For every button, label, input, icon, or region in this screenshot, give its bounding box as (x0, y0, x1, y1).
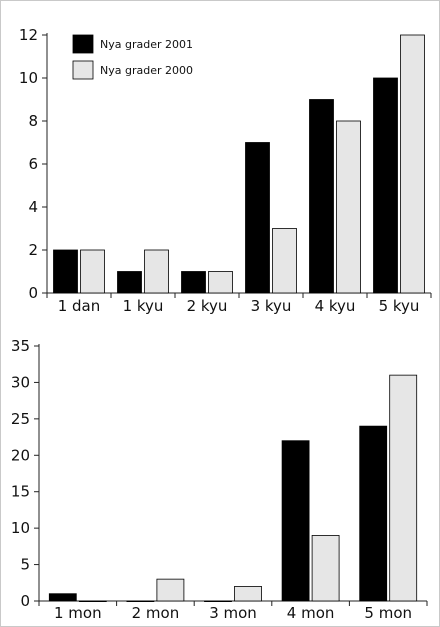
chart1-x-tick-label: 2 kyu (187, 297, 228, 315)
chart2-bar-series-a (281, 440, 310, 602)
chart2-y-tick-label: 10 (11, 519, 30, 537)
chart2-bar-series-b (156, 578, 185, 602)
chart2-bar-series-a (126, 600, 155, 603)
chart2-x-tick-label: 5 mon (364, 604, 412, 622)
chart1-legend-label: Nya grader 2001 (100, 38, 193, 51)
chart2-x-tick-label: 4 mon (287, 604, 335, 622)
chart2-bar-series-a (48, 593, 77, 602)
chart1-y-tick-label: 2 (28, 241, 38, 259)
chart1-y-tick-label: 4 (28, 198, 38, 216)
chart1-legend-label: Nya grader 2000 (100, 64, 193, 77)
chart1-x-tick-label: 1 dan (58, 297, 101, 315)
chart2-y-tick-label: 0 (20, 592, 30, 610)
chart1-bar-series-a (245, 142, 270, 294)
chart2-bar-series-b (311, 535, 340, 602)
chart2-y-tick-label: 35 (11, 337, 30, 355)
chart1-bar-series-a (181, 271, 206, 294)
chart1-x-tick-label: 4 kyu (315, 297, 356, 315)
chart1-legend-swatch-series-a (72, 34, 94, 54)
chart1-x-tick-label: 3 kyu (251, 297, 292, 315)
chart1-bar-series-b (336, 120, 361, 294)
chart1-legend-swatch-series-b (72, 60, 94, 80)
chart1-x-tick-label: 5 kyu (379, 297, 420, 315)
chart2-bar-series-b (389, 374, 418, 602)
chart1-bar-series-b (272, 228, 297, 294)
chart1-bar-series-b (400, 34, 425, 294)
chart2-y-tick-label: 25 (11, 410, 30, 428)
chart2-bar-series-b (234, 586, 262, 602)
chart2-x-tick-label: 3 mon (209, 604, 257, 622)
chart1-x-tick-label: 1 kyu (123, 297, 164, 315)
chart1-y-tick-label: 10 (19, 69, 38, 87)
chart2-bar-series-b (78, 600, 107, 603)
chart2-y-tick-label: 30 (11, 373, 30, 391)
chart2-bar-series-a (359, 425, 388, 602)
chart1-bar-series-a (117, 271, 142, 294)
chart2-bar-series-a (204, 600, 232, 603)
chart2-y-tick-label: 20 (11, 446, 30, 464)
chart1-y-tick-label: 0 (28, 284, 38, 302)
chart1-bar-series-a (373, 77, 398, 294)
chart2-y-tick-label: 15 (11, 483, 30, 501)
chart1-bar-series-a (53, 249, 78, 294)
chart2-x-tick-label: 1 mon (54, 604, 102, 622)
chart2-x-tick-label: 2 mon (132, 604, 180, 622)
chart1-bar-series-b (80, 249, 105, 294)
chart1-y-tick-label: 6 (28, 155, 38, 173)
chart1-bar-series-b (144, 249, 169, 294)
chart1-bar-series-b (208, 271, 233, 294)
chart1-y-tick-label: 8 (28, 112, 38, 130)
chart2-y-tick-label: 5 (20, 556, 30, 574)
chart1-bar-series-a (309, 99, 334, 294)
chart1-y-tick-label: 12 (19, 26, 38, 44)
